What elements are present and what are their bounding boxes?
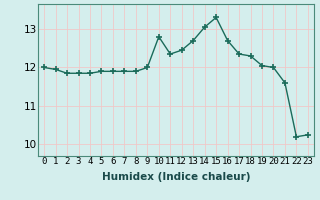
X-axis label: Humidex (Indice chaleur): Humidex (Indice chaleur): [102, 172, 250, 182]
